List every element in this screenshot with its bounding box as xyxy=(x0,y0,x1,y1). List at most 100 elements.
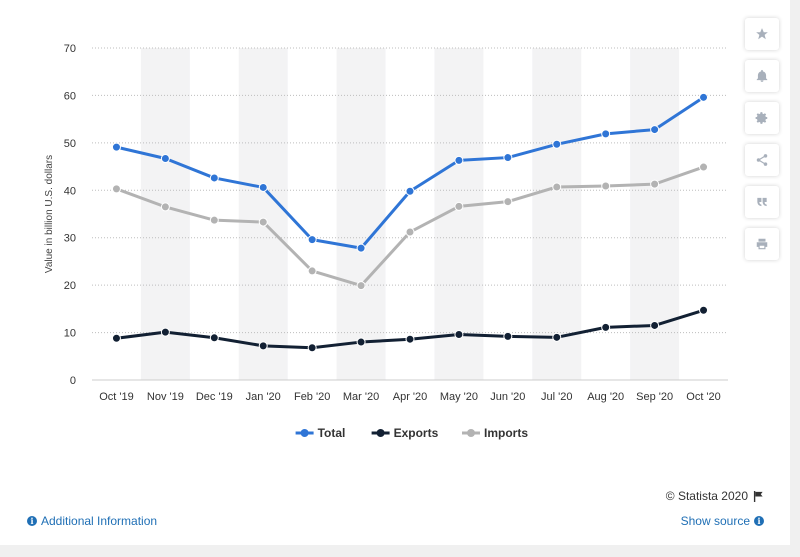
data-point-total xyxy=(111,142,121,152)
series-line-total xyxy=(116,96,705,250)
data-point-total xyxy=(307,235,317,245)
star-icon xyxy=(756,28,768,40)
y-tick-label: 70 xyxy=(64,43,76,55)
copyright: © Statista 2020 xyxy=(666,489,764,503)
data-point-total xyxy=(160,154,170,164)
y-tick-label: 20 xyxy=(64,280,76,292)
notification-button[interactable] xyxy=(745,60,779,92)
data-point-total xyxy=(454,155,464,165)
x-tick-label: May '20 xyxy=(440,391,478,403)
legend: Total Exports Imports xyxy=(295,426,528,440)
y-tick-label: 60 xyxy=(64,90,76,102)
x-axis-ticks: Oct '19 Nov '19 Dec '19 Jan '20 Feb '20 Mar '… xyxy=(99,391,721,403)
info-icon: i xyxy=(754,516,764,526)
y-axis-ticks: 0 10 20 30 40 50 60 70 xyxy=(64,43,76,387)
column-band xyxy=(140,48,190,380)
data-point-exports xyxy=(111,333,121,343)
legend-label: Total xyxy=(318,426,346,440)
y-tick-label: 40 xyxy=(64,185,76,197)
data-point-total xyxy=(258,182,268,192)
data-point-imports xyxy=(552,182,562,192)
data-point-exports xyxy=(601,322,611,332)
y-tick-label: 0 xyxy=(70,375,76,387)
data-point-total xyxy=(699,92,709,102)
x-tick-label: Jun '20 xyxy=(490,391,525,403)
y-tick-label: 30 xyxy=(64,233,76,245)
x-tick-label: Sep '20 xyxy=(636,391,673,403)
data-point-total xyxy=(209,173,219,183)
x-tick-label: Mar '20 xyxy=(343,391,379,403)
x-tick-label: Oct '20 xyxy=(686,391,721,403)
data-point-exports xyxy=(405,334,415,344)
additional-information-link[interactable]: i Additional Information xyxy=(27,514,157,528)
data-point-total xyxy=(601,129,611,139)
data-point-total xyxy=(552,139,562,149)
data-point-exports xyxy=(454,329,464,339)
flag-icon xyxy=(753,490,763,502)
copyright-text: © Statista 2020 xyxy=(665,489,748,503)
share-icon xyxy=(756,154,768,166)
share-button[interactable] xyxy=(745,144,779,176)
legend-marker xyxy=(467,429,475,437)
data-point-imports xyxy=(111,184,121,194)
data-point-exports xyxy=(160,327,170,337)
column-band xyxy=(238,48,288,380)
bell-icon xyxy=(756,69,768,82)
column-band xyxy=(532,48,582,380)
x-tick-label: Nov '19 xyxy=(147,391,184,403)
print-button[interactable] xyxy=(745,228,779,260)
data-point-imports xyxy=(356,281,366,291)
y-axis-label: Value in billion U.S. dollars xyxy=(44,155,55,273)
alternating-bands xyxy=(140,48,680,380)
favorite-button[interactable] xyxy=(745,18,779,50)
legend-marker xyxy=(300,429,309,437)
cite-button[interactable] xyxy=(745,186,779,218)
print-icon xyxy=(756,238,768,250)
data-point-imports xyxy=(209,215,219,225)
data-point-exports xyxy=(307,343,317,353)
line-chart: 0 10 20 30 40 50 60 70 Oct '19 Nov '19 Dec '19 Jan… xyxy=(44,43,728,440)
x-tick-label: Apr '20 xyxy=(393,391,428,403)
settings-button[interactable] xyxy=(745,102,779,134)
info-icon: i xyxy=(27,516,37,526)
x-tick-label: Dec '19 xyxy=(196,391,233,403)
sidebar-toolbar xyxy=(745,18,781,270)
data-point-total xyxy=(356,243,366,253)
x-tick-label: Oct '19 xyxy=(99,391,134,403)
data-point-imports xyxy=(503,197,513,207)
data-point-imports xyxy=(699,162,709,172)
data-point-exports xyxy=(699,305,709,315)
column-band xyxy=(630,48,680,380)
data-point-imports xyxy=(601,181,611,191)
data-point-total xyxy=(650,125,660,135)
data-point-imports xyxy=(160,202,170,212)
show-source-link[interactable]: Show source i xyxy=(681,514,764,528)
data-point-imports xyxy=(454,201,464,211)
data-point-exports xyxy=(356,337,366,347)
x-tick-label: Aug '20 xyxy=(587,391,624,403)
data-point-imports xyxy=(405,227,415,237)
gear-icon xyxy=(755,112,768,124)
data-point-imports xyxy=(307,266,317,276)
data-point-exports xyxy=(258,341,268,351)
quote-icon xyxy=(757,197,767,207)
legend-label: Exports xyxy=(394,426,439,440)
data-point-exports xyxy=(503,331,513,341)
data-point-imports xyxy=(650,179,660,189)
x-tick-label: Jul '20 xyxy=(541,391,572,403)
x-tick-label: Feb '20 xyxy=(294,391,330,403)
series-lines xyxy=(111,92,709,353)
show-source-label: Show source xyxy=(680,514,750,528)
legend-label: Imports xyxy=(484,426,528,440)
data-point-exports xyxy=(209,333,219,343)
x-tick-label: Jan '20 xyxy=(246,391,281,403)
data-point-exports xyxy=(650,320,660,330)
data-point-total xyxy=(405,186,415,196)
y-tick-label: 50 xyxy=(64,138,76,150)
chart-card: 0 10 20 30 40 50 60 70 Oct '19 Nov '19 Dec '19 Jan… xyxy=(0,0,790,545)
y-tick-label: 10 xyxy=(64,328,76,340)
data-point-exports xyxy=(552,332,562,342)
data-point-imports xyxy=(258,217,268,227)
data-point-total xyxy=(503,153,513,163)
column-band xyxy=(336,48,386,380)
